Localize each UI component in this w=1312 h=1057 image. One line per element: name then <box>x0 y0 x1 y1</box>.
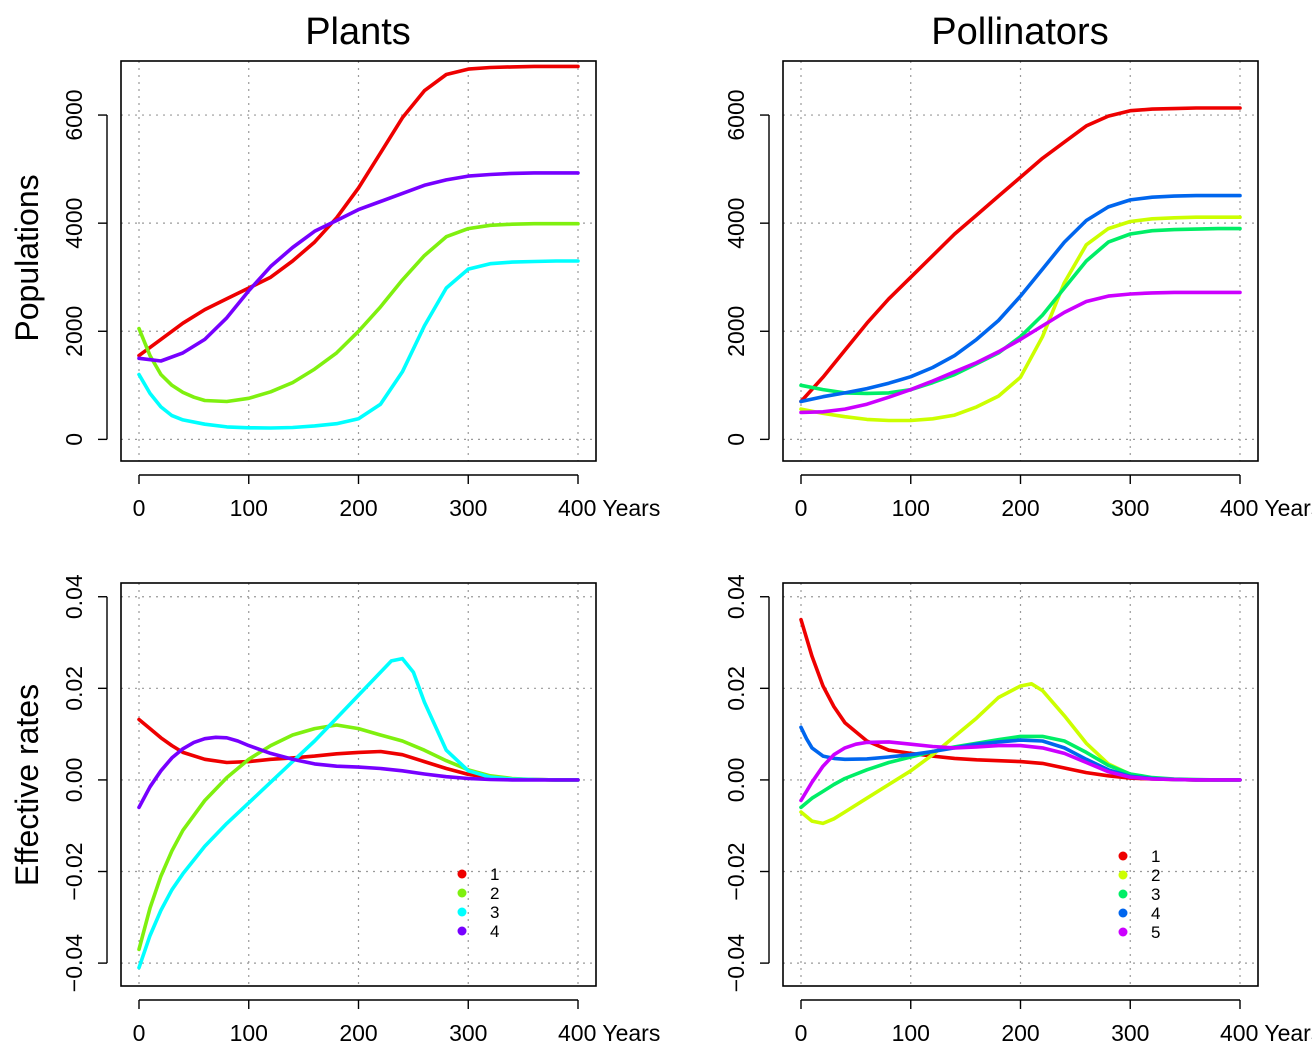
populations-pollinators-y-tick-label-3: 6000 <box>723 89 749 140</box>
populations-plants-x-tick-label-2: 200 <box>339 495 377 521</box>
rates-pollinators-legend-label-5: 5 <box>1151 923 1160 942</box>
populations-pollinators-series-line-1 <box>799 106 1242 404</box>
populations-plants-x-tick-label-1: 100 <box>230 495 268 521</box>
rates-plants-y-tick-label-3: 0.02 <box>61 666 87 711</box>
rates-plants-x-tick-label-4: 400 Years <box>558 1020 660 1046</box>
rates-pollinators-x-tick-label-3: 300 <box>1111 1020 1149 1046</box>
rates-plants-y-tick-label-1: −0.02 <box>61 842 87 900</box>
populations-plants-panel: 0 100 200 300 400 Years 0 2000 4000 6000 <box>61 60 660 521</box>
column-title-pollinators: Pollinators <box>931 11 1108 53</box>
rates-plants-legend-marker-1 <box>457 869 467 879</box>
populations-pollinators-series-line-3 <box>799 226 1242 396</box>
rates-plants-frame <box>120 582 597 987</box>
rates-plants-series-line-4 <box>137 735 580 810</box>
populations-pollinators-x-tick-label-2: 200 <box>1001 495 1039 521</box>
rates-pollinators-legend-marker-2 <box>1118 870 1128 880</box>
rates-pollinators-legend-label-1: 1 <box>1151 847 1160 866</box>
populations-plants-series-line-3 <box>137 259 580 430</box>
rates-pollinators-panel: 0 100 200 300 400 Years −0.04 −0.02 0.00 0.02 0.0… <box>723 574 1312 1046</box>
populations-pollinators-panel: 0 100 200 300 400 Years 0 2000 4000 6000 <box>723 60 1312 521</box>
rates-plants-x-tick-label-2: 200 <box>339 1020 377 1046</box>
populations-plants-x-tick-label-4: 400 Years <box>558 495 660 521</box>
populations-plants-y-tick-label-1: 2000 <box>61 306 87 357</box>
rates-plants-legend-label-1: 1 <box>490 865 499 884</box>
rates-pollinators-x-tick-label-1: 100 <box>892 1020 930 1046</box>
populations-pollinators-x-tick-label-0: 0 <box>795 495 808 521</box>
rates-pollinators-legend-marker-4 <box>1118 908 1128 918</box>
rates-plants-legend-marker-3 <box>457 907 467 917</box>
rates-plants-legend-marker-2 <box>457 888 467 898</box>
populations-plants-x-tick-label-3: 300 <box>449 495 487 521</box>
rates-pollinators-series-line-1 <box>799 617 1242 782</box>
populations-pollinators-y-tick-label-0: 0 <box>723 433 749 446</box>
populations-plants-y-tick-label-2: 4000 <box>61 198 87 249</box>
rates-plants-legend-label-4: 4 <box>490 922 499 941</box>
rates-plants-x-tick-label-1: 100 <box>230 1020 268 1046</box>
column-title-plants: Plants <box>305 11 411 53</box>
rates-pollinators-x-tick-label-2: 200 <box>1001 1020 1039 1046</box>
rates-pollinators-legend-marker-3 <box>1118 889 1128 899</box>
rates-plants-legend-label-2: 2 <box>490 884 499 903</box>
populations-pollinators-series-line-5 <box>799 290 1242 415</box>
row-ylabel-effective-rates: Effective rates <box>9 684 45 886</box>
rates-plants-x-tick-label-0: 0 <box>133 1020 146 1046</box>
rates-pollinators-x-tick-label-4: 400 Years <box>1220 1020 1312 1046</box>
rates-pollinators-legend-marker-5 <box>1118 927 1128 937</box>
rates-pollinators-series-line-5 <box>799 740 1242 803</box>
populations-plants-frame <box>120 60 597 462</box>
rates-pollinators-legend-label-3: 3 <box>1151 885 1160 904</box>
rates-plants-legend-label-3: 3 <box>490 903 499 922</box>
populations-plants-y-tick-label-3: 6000 <box>61 89 87 140</box>
rates-pollinators-y-tick-label-3: 0.02 <box>723 666 749 711</box>
populations-plants-x-tick-label-0: 0 <box>133 495 146 521</box>
populations-pollinators-series-line-2 <box>799 215 1242 423</box>
rates-plants-legend-marker-4 <box>457 926 467 936</box>
rates-pollinators-x-tick-label-0: 0 <box>795 1020 808 1046</box>
rates-plants-y-tick-label-2: 0.00 <box>61 758 87 803</box>
row-ylabel-populations: Populations <box>9 174 45 341</box>
populations-pollinators-x-tick-label-4: 400 Years <box>1220 495 1312 521</box>
rates-plants-x-tick-label-3: 300 <box>449 1020 487 1046</box>
populations-plants-series-line-2 <box>137 221 580 404</box>
rates-pollinators-y-tick-label-1: −0.02 <box>723 842 749 900</box>
rates-plants-series-line-3 <box>137 656 580 970</box>
populations-pollinators-series-line-4 <box>799 193 1242 404</box>
populations-pollinators-frame <box>782 60 1259 462</box>
rates-pollinators-y-tick-label-0: −0.04 <box>723 934 749 992</box>
populations-plants-series-line-4 <box>137 171 580 363</box>
rates-pollinators-legend-label-4: 4 <box>1151 904 1160 923</box>
populations-pollinators-x-tick-label-1: 100 <box>892 495 930 521</box>
rates-plants-panel: 0 100 200 300 400 Years −0.04 −0.02 0.00 0.02 0.0… <box>61 574 660 1046</box>
rates-pollinators-series-line-2 <box>799 682 1242 826</box>
rates-pollinators-y-tick-label-2: 0.00 <box>723 758 749 803</box>
rates-pollinators-legend-label-2: 2 <box>1151 866 1160 885</box>
rates-pollinators-frame <box>782 582 1259 987</box>
populations-pollinators-y-tick-label-2: 4000 <box>723 198 749 249</box>
rates-pollinators-y-tick-label-4: 0.04 <box>723 574 749 619</box>
populations-pollinators-x-tick-label-3: 300 <box>1111 495 1149 521</box>
rates-pollinators-legend-marker-1 <box>1118 851 1128 861</box>
populations-plants-y-tick-label-0: 0 <box>61 433 87 446</box>
populations-pollinators-y-tick-label-1: 2000 <box>723 306 749 357</box>
populations-plants-series-line-1 <box>137 64 580 358</box>
rates-plants-y-tick-label-0: −0.04 <box>61 934 87 992</box>
rates-plants-y-tick-label-4: 0.04 <box>61 574 87 619</box>
